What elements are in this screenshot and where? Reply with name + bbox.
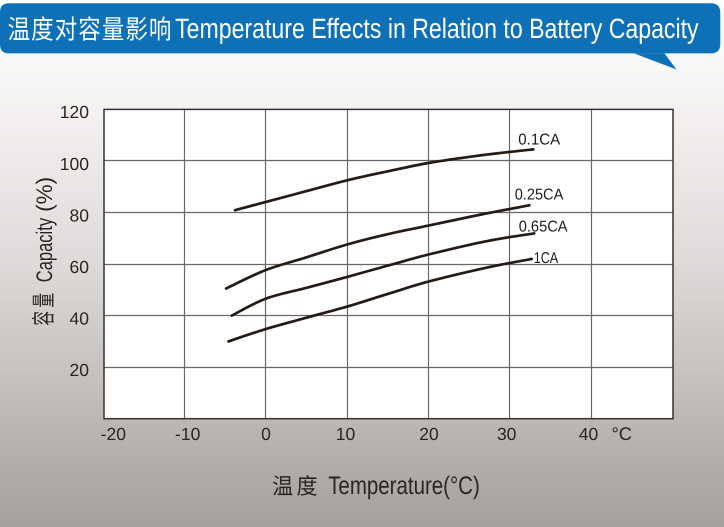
svg-text:1CA: 1CA	[534, 250, 559, 267]
svg-text:30: 30	[497, 424, 517, 444]
svg-text:Temperature(°C): Temperature(°C)	[328, 472, 480, 500]
svg-text:-20: -20	[101, 424, 127, 444]
svg-text:40: 40	[579, 424, 599, 444]
svg-text:°C: °C	[612, 423, 633, 444]
svg-text:80: 80	[70, 205, 90, 225]
svg-text:100: 100	[60, 154, 89, 174]
svg-text:40: 40	[70, 308, 90, 328]
svg-text:20: 20	[419, 424, 439, 444]
svg-text:0.25CA: 0.25CA	[515, 186, 564, 203]
svg-text:10: 10	[336, 424, 356, 444]
svg-text:(%): (%)	[32, 177, 57, 212]
svg-text:Temperature Effects in Relatio: Temperature Effects in Relation to Batte…	[175, 13, 699, 44]
svg-text:-10: -10	[175, 424, 201, 444]
svg-text:20: 20	[70, 360, 90, 380]
svg-text:0: 0	[261, 424, 271, 444]
svg-text:Capacity: Capacity	[32, 217, 57, 282]
svg-text:0.65CA: 0.65CA	[519, 218, 568, 235]
svg-text:120: 120	[60, 102, 89, 122]
svg-text:0.1CA: 0.1CA	[518, 132, 560, 149]
svg-text:60: 60	[70, 257, 90, 277]
